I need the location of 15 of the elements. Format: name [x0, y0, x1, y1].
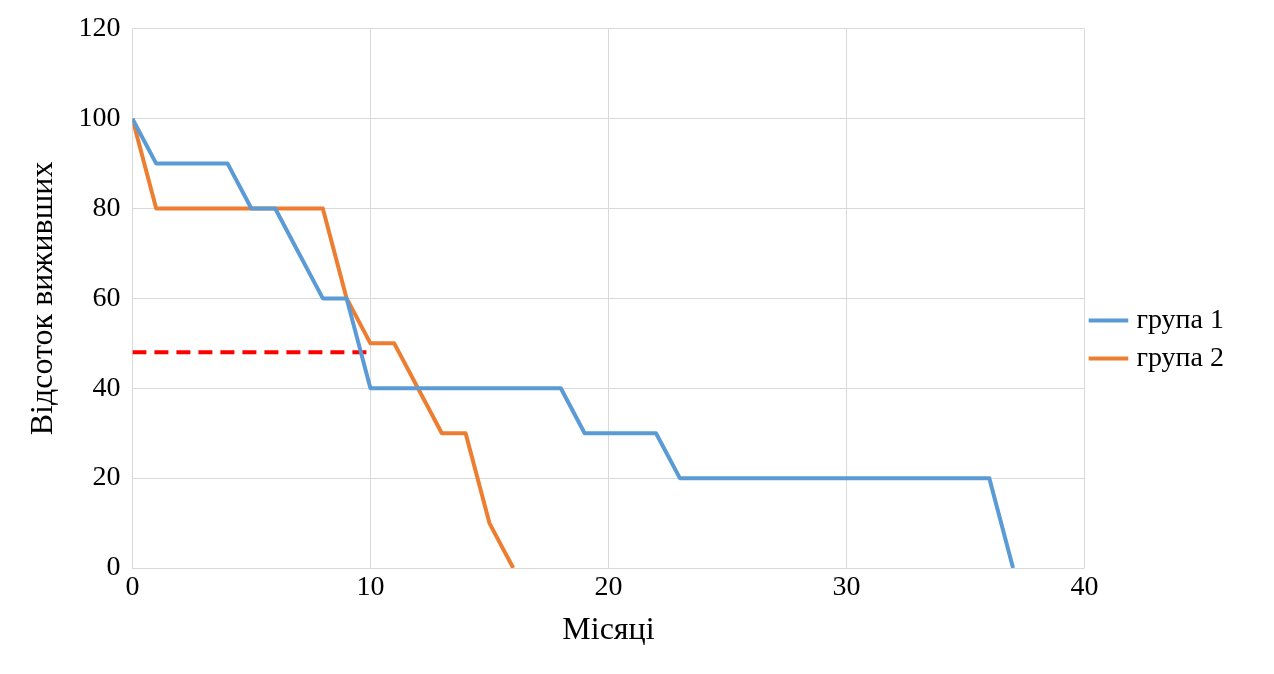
y-axis-title: Відсоток виживших — [22, 161, 59, 436]
x-tick-label: 40 — [1070, 570, 1099, 602]
x-tick-label: 20 — [594, 570, 623, 602]
y-tick-label: 80 — [92, 190, 121, 222]
x-axis-title: Місяці — [562, 610, 655, 647]
legend-label: група 2 — [1136, 340, 1224, 372]
y-tick-label: 100 — [78, 101, 121, 133]
legend-label: група 1 — [1136, 302, 1224, 334]
x-tick-label: 30 — [832, 570, 861, 602]
y-tick-label: 20 — [92, 460, 121, 492]
x-tick-label: 10 — [356, 570, 385, 602]
y-tick-label: 40 — [92, 370, 121, 402]
y-tick-label: 120 — [78, 11, 121, 43]
y-tick-label: 60 — [92, 280, 121, 312]
y-tick-label: 0 — [106, 550, 121, 582]
